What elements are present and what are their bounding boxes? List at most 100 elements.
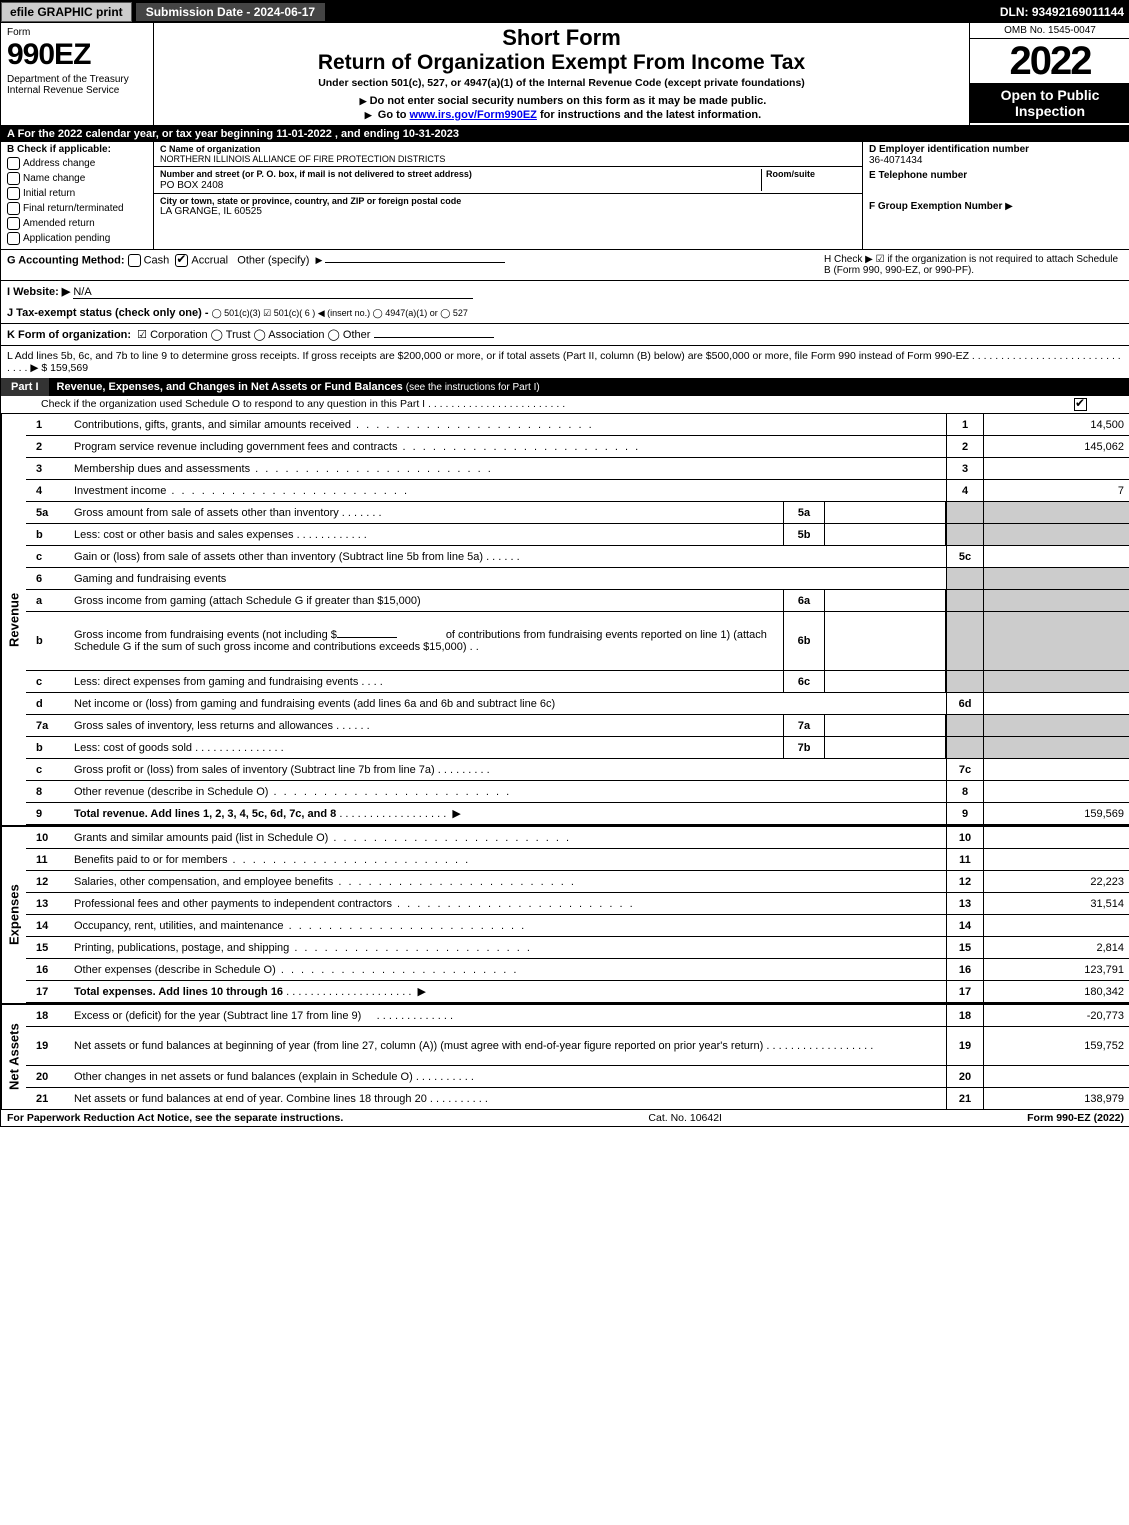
section-l: L Add lines 5b, 6c, and 7b to line 9 to … xyxy=(1,346,1129,378)
info-grid: B Check if applicable: Address change Na… xyxy=(1,142,1129,250)
section-a: A For the 2022 calendar year, or tax yea… xyxy=(1,126,1129,142)
sched-o-check-text: Check if the organization used Schedule … xyxy=(41,398,1074,411)
part1-note: (see the instructions for Part I) xyxy=(406,382,540,393)
line-5b: bLess: cost or other basis and sales exp… xyxy=(26,524,1129,546)
arrow-icon xyxy=(357,95,370,107)
line-9-val: 159,569 xyxy=(984,803,1129,824)
short-form-title: Short Form xyxy=(160,25,963,51)
line-7b: bLess: cost of goods sold . . . . . . . … xyxy=(26,737,1129,759)
section-k: K Form of organization: ☑ Corporation ◯ … xyxy=(1,324,1129,346)
line-12-val: 22,223 xyxy=(984,871,1129,892)
title-box: Short Form Return of Organization Exempt… xyxy=(154,23,970,125)
form-label: Form xyxy=(7,27,147,38)
line-20-val xyxy=(984,1066,1129,1087)
goto-line: Go to www.irs.gov/Form990EZ for instruct… xyxy=(160,109,963,121)
accounting-label: G Accounting Method: xyxy=(7,254,125,266)
line-6d-val xyxy=(984,693,1129,714)
under-section: Under section 501(c), 527, or 4947(a)(1)… xyxy=(160,77,963,89)
section-i: I Website: ▶ N/A xyxy=(1,281,1129,303)
line-1: 1Contributions, gifts, grants, and simil… xyxy=(26,414,1129,436)
line-13: 13Professional fees and other payments t… xyxy=(26,893,1129,915)
line-3: 3Membership dues and assessments3 xyxy=(26,458,1129,480)
revenue-section: Revenue 1Contributions, gifts, grants, a… xyxy=(1,414,1129,825)
expenses-side-label: Expenses xyxy=(1,827,26,1003)
tax-year: 2022 xyxy=(970,39,1129,83)
tax-status-label: J Tax-exempt status (check only one) - xyxy=(7,307,212,319)
arrow-icon: ▶ xyxy=(1005,201,1013,212)
section-h: H Check ▶ ☑ if the organization is not r… xyxy=(824,254,1124,276)
other-org-field[interactable] xyxy=(374,337,494,338)
expenses-section: Expenses 10Grants and similar amounts pa… xyxy=(1,825,1129,1003)
catalog-number: Cat. No. 10642I xyxy=(343,1112,1027,1124)
check-address-change[interactable]: Address change xyxy=(7,157,147,170)
check-application-pending[interactable]: Application pending xyxy=(7,232,147,245)
line-17-val: 180,342 xyxy=(984,981,1129,1002)
check-amended-return[interactable]: Amended return xyxy=(7,217,147,230)
line-6b: bGross income from fundraising events (n… xyxy=(26,612,1129,671)
tax-status-opts: ◯ 501(c)(3) ☑ 501(c)( 6 ) ◀ (insert no.)… xyxy=(212,308,468,318)
check-cash[interactable] xyxy=(128,254,141,267)
form-org-label: K Form of organization: xyxy=(7,329,131,341)
top-bar: efile GRAPHIC print Submission Date - 20… xyxy=(1,1,1129,23)
line-17: 17Total expenses. Add lines 10 through 1… xyxy=(26,981,1129,1003)
section-c: C Name of organization NORTHERN ILLINOIS… xyxy=(154,142,863,249)
part1-header: Part I Revenue, Expenses, and Changes in… xyxy=(1,378,1129,396)
section-gh: G Accounting Method: Cash Accrual Other … xyxy=(1,250,1129,281)
paperwork-notice: For Paperwork Reduction Act Notice, see … xyxy=(7,1112,343,1124)
omb-number: OMB No. 1545-0047 xyxy=(970,23,1129,39)
submission-date: Submission Date - 2024-06-17 xyxy=(136,3,325,21)
line-19-val: 159,752 xyxy=(984,1027,1129,1065)
org-name-row: C Name of organization NORTHERN ILLINOIS… xyxy=(154,142,862,167)
line-2-val: 145,062 xyxy=(984,436,1129,457)
line-16-val: 123,791 xyxy=(984,959,1129,980)
org-name-value: NORTHERN ILLINOIS ALLIANCE OF FIRE PROTE… xyxy=(160,154,856,164)
header-row: Form 990EZ Department of the Treasury In… xyxy=(1,23,1129,126)
form-ref: Form 990-EZ (2022) xyxy=(1027,1112,1124,1124)
goto-text: Go to xyxy=(378,109,410,121)
form-org-opts: ☑ Corporation ◯ Trust ◯ Association ◯ Ot… xyxy=(137,329,370,341)
section-l-amount: $ 159,569 xyxy=(41,362,88,374)
part1-check-line: Check if the organization used Schedule … xyxy=(1,396,1129,414)
part1-tag: Part I xyxy=(1,378,49,396)
line-11: 11Benefits paid to or for members11 xyxy=(26,849,1129,871)
ein-label: D Employer identification number xyxy=(869,144,1124,155)
goto-tail: for instructions and the latest informat… xyxy=(540,109,761,121)
line-2: 2Program service revenue including gover… xyxy=(26,436,1129,458)
revenue-side-label: Revenue xyxy=(1,414,26,825)
line-10: 10Grants and similar amounts paid (list … xyxy=(26,827,1129,849)
line-5c-val xyxy=(984,546,1129,567)
website-label: I Website: ▶ xyxy=(7,286,70,298)
line-1-val: 14,500 xyxy=(984,414,1129,435)
other-specify-field[interactable] xyxy=(325,262,505,263)
line-15-val: 2,814 xyxy=(984,937,1129,958)
sched-o-checkbox[interactable] xyxy=(1074,398,1087,411)
website-value: N/A xyxy=(73,286,473,299)
section-j: J Tax-exempt status (check only one) - ◯… xyxy=(1,303,1129,324)
check-final-return[interactable]: Final return/terminated xyxy=(7,202,147,215)
line-9: 9Total revenue. Add lines 1, 2, 3, 4, 5c… xyxy=(26,803,1129,825)
line-13-val: 31,514 xyxy=(984,893,1129,914)
part1-title: Revenue, Expenses, and Changes in Net As… xyxy=(49,378,1129,396)
form-id-box: Form 990EZ Department of the Treasury In… xyxy=(1,23,154,125)
street-label: Number and street (or P. O. box, if mail… xyxy=(160,169,472,179)
line-5a: 5aGross amount from sale of assets other… xyxy=(26,502,1129,524)
ssn-warning: Do not enter social security numbers on … xyxy=(160,95,963,107)
check-name-change[interactable]: Name change xyxy=(7,172,147,185)
department-label: Department of the Treasury Internal Reve… xyxy=(7,74,147,96)
line-6c: cLess: direct expenses from gaming and f… xyxy=(26,671,1129,693)
check-accrual[interactable] xyxy=(175,254,188,267)
check-initial-return[interactable]: Initial return xyxy=(7,187,147,200)
main-title: Return of Organization Exempt From Incom… xyxy=(160,51,963,75)
line-7c-val xyxy=(984,759,1129,780)
line-14-val xyxy=(984,915,1129,936)
arrow-icon xyxy=(362,109,375,121)
expenses-lines: 10Grants and similar amounts paid (list … xyxy=(26,827,1129,1003)
net-side-label: Net Assets xyxy=(1,1005,26,1109)
form-number: 990EZ xyxy=(7,38,147,72)
line-6a: aGross income from gaming (attach Schedu… xyxy=(26,590,1129,612)
org-name-label: C Name of organization xyxy=(160,144,856,154)
cash-label: Cash xyxy=(144,254,170,266)
efile-print-button[interactable]: efile GRAPHIC print xyxy=(1,2,132,22)
city-label: City or town, state or province, country… xyxy=(160,196,856,206)
irs-link[interactable]: www.irs.gov/Form990EZ xyxy=(410,109,537,121)
